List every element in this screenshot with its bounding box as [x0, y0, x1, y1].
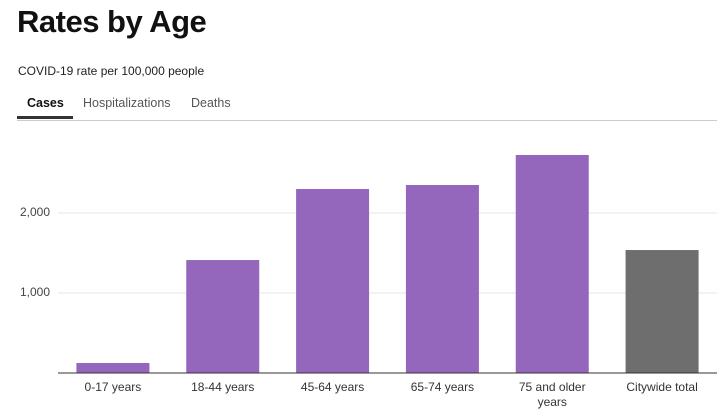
y-tick-label: 1,000 [20, 285, 50, 299]
bar [76, 363, 150, 373]
x-tick-label: 75 and older years [518, 380, 586, 409]
x-tick-label: 45-64 years [300, 380, 365, 394]
divider [17, 120, 717, 121]
x-tick-label: 65-74 years [410, 380, 475, 394]
active-tab-indicator [17, 116, 73, 119]
chart-subtitle: COVID-19 rate per 100,000 people [18, 64, 205, 78]
bar [186, 260, 260, 373]
chart-title: Rates by Age [17, 4, 207, 39]
x-tick-label: Citywide total [626, 380, 698, 394]
bar [296, 189, 370, 373]
x-tick-label: 0-17 years [84, 380, 142, 394]
x-tick-label: 18-44 years [191, 380, 255, 394]
tab[interactable]: Hospitalizations [83, 96, 171, 110]
bar [515, 155, 589, 373]
tab[interactable]: Cases [27, 96, 64, 110]
y-tick-label: 2,000 [20, 205, 50, 219]
tab[interactable]: Deaths [191, 96, 231, 110]
bar [405, 185, 479, 373]
bar [625, 250, 699, 373]
